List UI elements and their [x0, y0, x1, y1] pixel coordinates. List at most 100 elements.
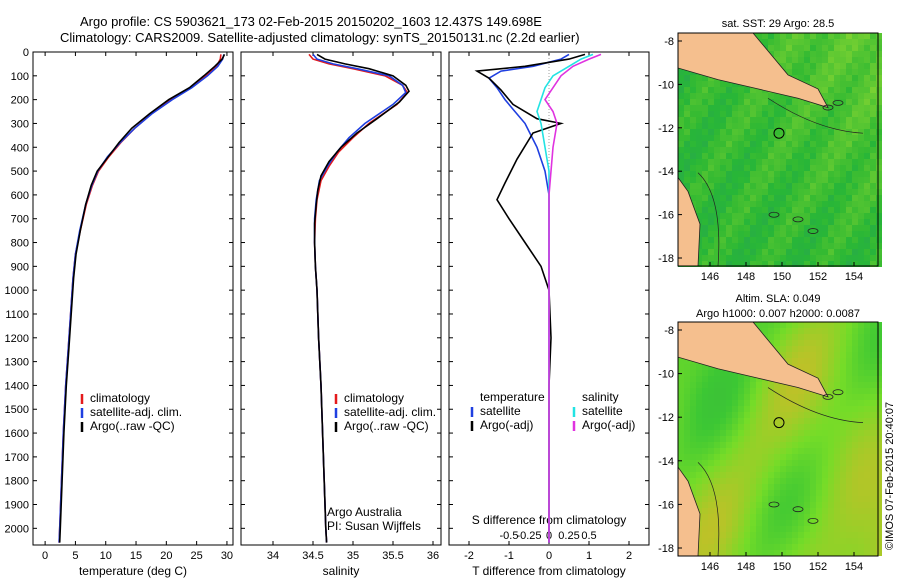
map-cell: [720, 460, 726, 466]
map-cell: [864, 219, 870, 225]
map-cell: [780, 424, 786, 430]
map-cell: [678, 177, 684, 183]
map-cell: [732, 129, 738, 135]
map-cell: [798, 201, 804, 207]
map-cell: [678, 117, 684, 123]
map-cell: [804, 484, 810, 490]
map-cell: [840, 538, 846, 544]
map-cell: [762, 39, 768, 45]
map-cell: [726, 502, 732, 508]
map-cell: [864, 69, 870, 75]
map-cell: [684, 159, 690, 165]
map-cell: [828, 189, 834, 195]
map-cell: [822, 81, 828, 87]
map-cell: [720, 442, 726, 448]
map-cell: [876, 418, 882, 424]
map-cell: [858, 129, 864, 135]
map-cell: [738, 544, 744, 550]
map-cell: [714, 430, 720, 436]
map-cell: [762, 237, 768, 243]
map-cell: [780, 225, 786, 231]
map-cell: [702, 382, 708, 388]
s-tick-label: -0.25: [516, 530, 541, 542]
island-outline: [768, 211, 780, 218]
map-cell: [864, 328, 870, 334]
map-cell: [864, 171, 870, 177]
map-cell: [864, 135, 870, 141]
map-cell: [732, 394, 738, 400]
map-cell: [858, 466, 864, 472]
x-tick-label: 35: [347, 550, 359, 562]
map-cell: [816, 45, 822, 51]
map-cell: [846, 442, 852, 448]
map-cell: [684, 400, 690, 406]
map-cell: [780, 520, 786, 526]
lat-tick-label: -10: [658, 79, 674, 91]
map-cell: [762, 213, 768, 219]
map-cell: [846, 147, 852, 153]
map-cell: [732, 454, 738, 460]
map-cell: [780, 189, 786, 195]
map-cell: [708, 147, 714, 153]
map-cell: [876, 219, 882, 225]
map-cell: [828, 514, 834, 520]
map-cell: [876, 430, 882, 436]
map-cell: [864, 526, 870, 532]
map-cell: [720, 388, 726, 394]
map-cell: [720, 466, 726, 472]
map-cell: [870, 135, 876, 141]
map-cell: [732, 159, 738, 165]
map-cell: [726, 526, 732, 532]
map-cell: [792, 418, 798, 424]
map-cell: [822, 526, 828, 532]
map-cell: [798, 412, 804, 418]
map-cell: [810, 75, 816, 81]
map-cell: [846, 207, 852, 213]
map-cell: [870, 153, 876, 159]
map-cell: [870, 75, 876, 81]
map-cell: [804, 388, 810, 394]
map-cell: [840, 219, 846, 225]
map-cell: [840, 33, 846, 39]
map-cell: [696, 207, 702, 213]
map-cell: [870, 436, 876, 442]
map-cell: [726, 412, 732, 418]
map-cell: [846, 538, 852, 544]
map-cell: [852, 424, 858, 430]
map-cell: [762, 448, 768, 454]
map-cell: [834, 382, 840, 388]
map-cell: [828, 370, 834, 376]
map-cell: [822, 472, 828, 478]
map-cell: [768, 189, 774, 195]
map-cell: [864, 225, 870, 231]
map-cell: [762, 159, 768, 165]
map-cell: [786, 111, 792, 117]
map-cell: [780, 249, 786, 255]
map-cell: [834, 394, 840, 400]
map-cell: [804, 550, 810, 556]
map-cell: [792, 165, 798, 171]
map-cell: [732, 237, 738, 243]
map-cell: [768, 418, 774, 424]
map-cell: [846, 69, 852, 75]
map-cell: [762, 147, 768, 153]
map-cell: [690, 382, 696, 388]
map-cell: [846, 171, 852, 177]
map-cell: [840, 352, 846, 358]
map-cell: [834, 81, 840, 87]
map-cell: [876, 105, 882, 111]
map-cell: [750, 442, 756, 448]
map-cell: [738, 183, 744, 189]
map-cell: [840, 466, 846, 472]
map-cell: [786, 526, 792, 532]
map-cell: [702, 406, 708, 412]
map-cell: [690, 135, 696, 141]
map-cell: [780, 135, 786, 141]
plot-frame: [240, 51, 442, 546]
map-cell: [702, 538, 708, 544]
map-cell: [876, 334, 882, 340]
map-cell: [804, 165, 810, 171]
map-cell: [870, 370, 876, 376]
map-cell: [726, 129, 732, 135]
map-cell: [804, 255, 810, 261]
